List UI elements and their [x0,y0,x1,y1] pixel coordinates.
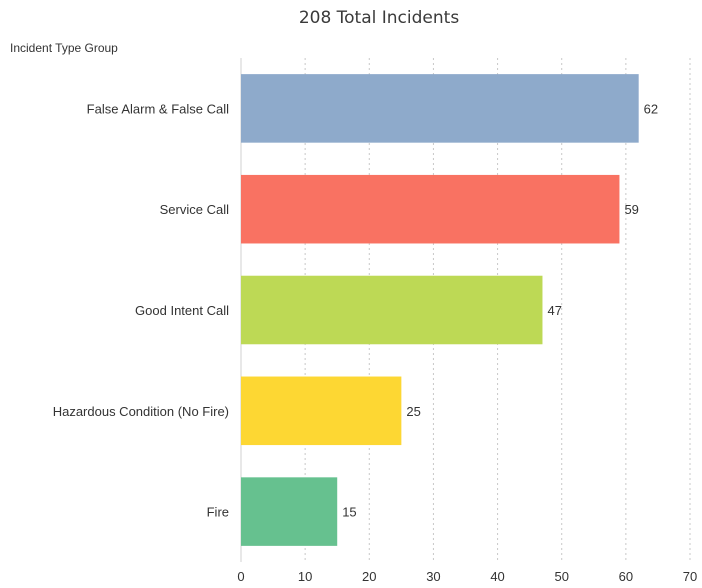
bar-fire [241,477,338,546]
data-label: 59 [624,202,638,217]
labels-layer: False Alarm & False Call 62 Service Call 59… [53,101,658,519]
x-tick-label-70: 70 [683,569,697,584]
ticks-layer: 0 10 20 30 40 50 60 70 [237,569,697,584]
data-label: 25 [406,404,420,419]
bar-hazardous-condition-no-fire [241,376,402,446]
category-label: Hazardous Condition (No Fire) [53,404,229,419]
bar-good-intent-call [241,275,543,345]
category-label: False Alarm & False Call [87,101,229,116]
y-axis-title: Incident Type Group [10,41,118,55]
x-tick-label-60: 60 [619,569,633,584]
bar-service-call [241,174,620,244]
data-label: 47 [547,303,561,318]
x-tick-label-20: 20 [362,569,376,584]
x-tick-label-30: 30 [426,569,440,584]
category-label: Service Call [160,202,229,217]
bar-false-alarm-false-call [241,74,639,143]
category-label: Fire [207,505,229,520]
data-label: 62 [644,101,658,116]
x-tick-label-10: 10 [298,569,312,584]
x-tick-label-40: 40 [490,569,504,584]
bars-layer [241,74,639,546]
x-tick-label-50: 50 [554,569,568,584]
x-tick-label-0: 0 [237,569,244,584]
category-label: Good Intent Call [135,303,229,318]
data-label: 15 [342,505,356,520]
chart-title: 208 Total Incidents [298,8,460,28]
